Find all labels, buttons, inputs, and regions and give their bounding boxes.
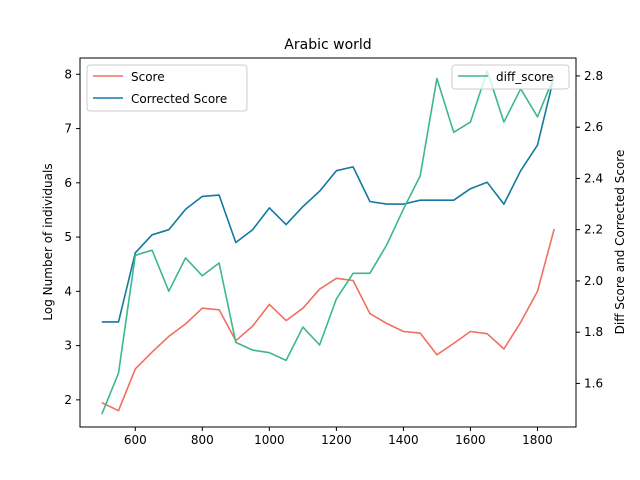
legend-label-score: Score: [131, 70, 165, 84]
y-axis-right: 1.6 1.8 2.0 2.2 2.4 2.6 2.8: [576, 69, 603, 390]
legend-right: diff_score: [451, 64, 570, 90]
y-tick-label-1: 3: [64, 339, 72, 353]
y2-tick-label-4: 2.4: [584, 171, 603, 185]
x-tick-label-0: 600: [124, 433, 147, 447]
legend-right-box: [451, 64, 570, 90]
x-tick-label-3: 1200: [321, 433, 352, 447]
x-tick-label-2: 1000: [254, 433, 285, 447]
x-axis: 600 800 1000 1200 1400 1600 1800: [124, 427, 553, 447]
legend-left-box: [86, 64, 248, 112]
y-axis-left: 2 3 4 5 6 7 8: [64, 67, 80, 407]
y2-axis-label: Diff Score and Corrected Score: [613, 150, 627, 335]
legend-label-corrected-score: Corrected Score: [131, 92, 227, 106]
plot-lines: [101, 70, 555, 415]
plot-frame: [79, 57, 577, 428]
x-tick-label-1: 800: [191, 433, 214, 447]
y-tick-label-5: 7: [64, 122, 72, 136]
x-tick-label-6: 1800: [522, 433, 553, 447]
chart-title: Arabic world: [284, 37, 371, 53]
y2-tick-label-3: 2.2: [584, 223, 603, 237]
y-tick-label-0: 2: [64, 393, 72, 407]
y2-tick-label-1: 1.8: [584, 325, 603, 339]
y2-tick-label-2: 2.0: [584, 274, 603, 288]
legend-label-diff-score: diff_score: [496, 70, 553, 84]
series-line-diff-score: [101, 70, 555, 415]
y-axis-label: Log Number of individuals: [41, 163, 55, 320]
series-line-score: [101, 228, 555, 412]
y2-tick-label-0: 1.6: [584, 376, 603, 390]
x-tick-label-5: 1600: [455, 433, 486, 447]
y-tick-label-3: 5: [64, 230, 72, 244]
y-tick-label-2: 4: [64, 284, 72, 298]
y-tick-label-6: 8: [64, 67, 72, 81]
legend-left: Score Corrected Score: [86, 64, 248, 112]
x-tick-label-4: 1400: [388, 433, 419, 447]
series-line-corrected-score: [101, 75, 555, 323]
y2-tick-label-5: 2.6: [584, 120, 603, 134]
y-tick-label-4: 6: [64, 176, 72, 190]
y2-tick-label-6: 2.8: [584, 69, 603, 83]
